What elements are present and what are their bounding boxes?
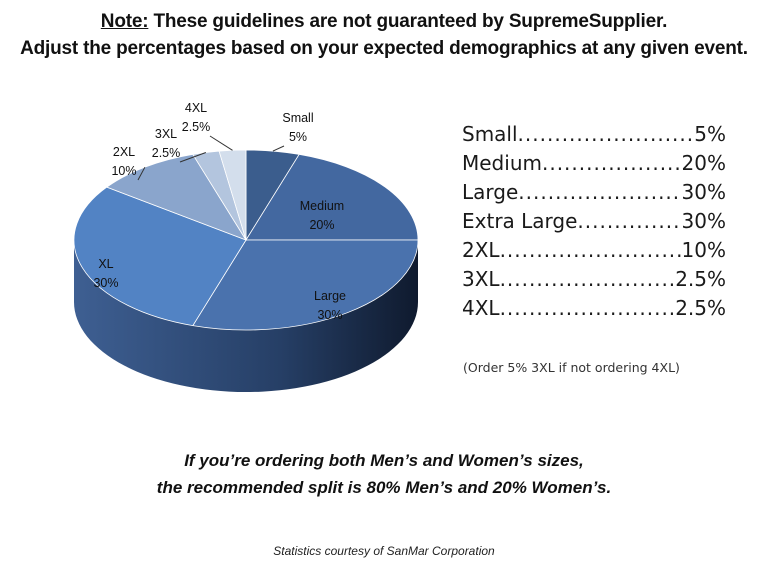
slice-label-name: 2XL [113,145,135,159]
legend-size-label: 4XL [462,296,500,320]
leader-line-small [272,145,285,152]
legend-row: Large 30% [462,178,726,207]
slice-label-value: 10% [111,164,136,178]
pie-slice-xl [73,186,247,327]
leader-line-3xl [179,152,207,163]
note-line-1: Note: These guidelines are not guarantee… [0,8,768,35]
legend-percent: 5% [694,122,726,146]
split-line-1: If you’re ordering both Men’s and Women’… [184,451,584,470]
note-label: Note: [100,11,149,32]
slice-label-3xl: 3XL 2.5% [152,127,181,160]
slice-label-value: 30% [93,276,118,290]
pie-slice-large [192,239,419,331]
legend-size-label: 2XL [462,238,500,262]
legend-leader-dots [577,207,681,236]
slice-label-small: Small 5% [282,111,313,144]
slice-label-xl: XL 30% [93,257,118,290]
legend-leader-dots [500,265,676,294]
legend-row: Small 5% [462,120,726,149]
legend-percent: 2.5% [675,296,726,320]
slice-label-name: Large [314,289,346,303]
slice-label-name: XL [98,257,113,271]
split-line-2: the recommended split is 80% Men’s and 2… [156,478,612,497]
pie-labels: Small 5%Medium 20%Large 30%XL 30%2XL 10%3XL 2.… [93,101,346,322]
note-line-1-text: These guidelines are not guaranteed by S… [148,11,668,32]
slice-label-value: 30% [317,308,342,322]
pie-slices [73,149,419,331]
leader-line-2xl [137,166,146,181]
pie-slice-medium [245,153,419,241]
slice-label-value: 20% [309,218,334,232]
leader-line-4xl [209,135,233,151]
legend-row: 4XL 2.5% [462,294,726,323]
slice-label-value: 2.5% [182,120,211,134]
pie-side-wall [74,240,418,392]
slice-label-name: 4XL [185,101,207,115]
legend-row: Extra Large 30% [462,207,726,236]
legend-leader-dots [500,294,676,323]
legend-leader-dots [518,178,681,207]
slice-label-4xl: 4XL 2.5% [182,101,211,134]
slice-label-value: 2.5% [152,146,181,160]
legend-percent: 20% [681,151,726,175]
pie-chart: Small 5%Medium 20%Large 30%XL 30%2XL 10%3XL 2.… [73,101,419,392]
order-note: (Order 5% 3XL if not ordering 4XL) [463,360,680,375]
note-line-2: Adjust the percentages based on your exp… [20,38,748,59]
credit-text: Statistics courtesy of SanMar Corporatio… [273,544,495,558]
slice-label-medium: Medium 20% [300,199,344,232]
legend-percent: 30% [681,180,726,204]
slice-label-name: 3XL [155,127,177,141]
slice-label-value: 5% [289,130,307,144]
legend-row: 3XL 2.5% [462,265,726,294]
legend-percent: 2.5% [675,267,726,291]
legend-size-label: 3XL [462,267,500,291]
legend-size-label: Extra Large [462,209,578,233]
size-legend: Small 5% Medium 20% Large 30% Extra Large 30% 2X… [462,120,726,323]
legend-row: Medium 20% [462,149,726,178]
note-banner: Note: These guidelines are not guarantee… [0,8,768,62]
legend-size-label: Medium [462,151,542,175]
slice-label-large: Large 30% [314,289,346,322]
legend-percent: 10% [681,238,726,262]
legend-percent: 30% [681,209,726,233]
slice-label-2xl: 2XL 10% [111,145,136,178]
legend-leader-dots [500,236,682,265]
slice-label-name: Small [282,111,313,125]
legend-size-label: Large [462,180,519,204]
split-recommendation: If you’re ordering both Men’s and Women’… [0,447,768,501]
legend-leader-dots [542,149,682,178]
legend-size-label: Small [462,122,518,146]
legend-row: 2XL 10% [462,236,726,265]
pie-sides [74,240,418,392]
legend-leader-dots [518,120,695,149]
slice-label-name: Medium [300,199,344,213]
